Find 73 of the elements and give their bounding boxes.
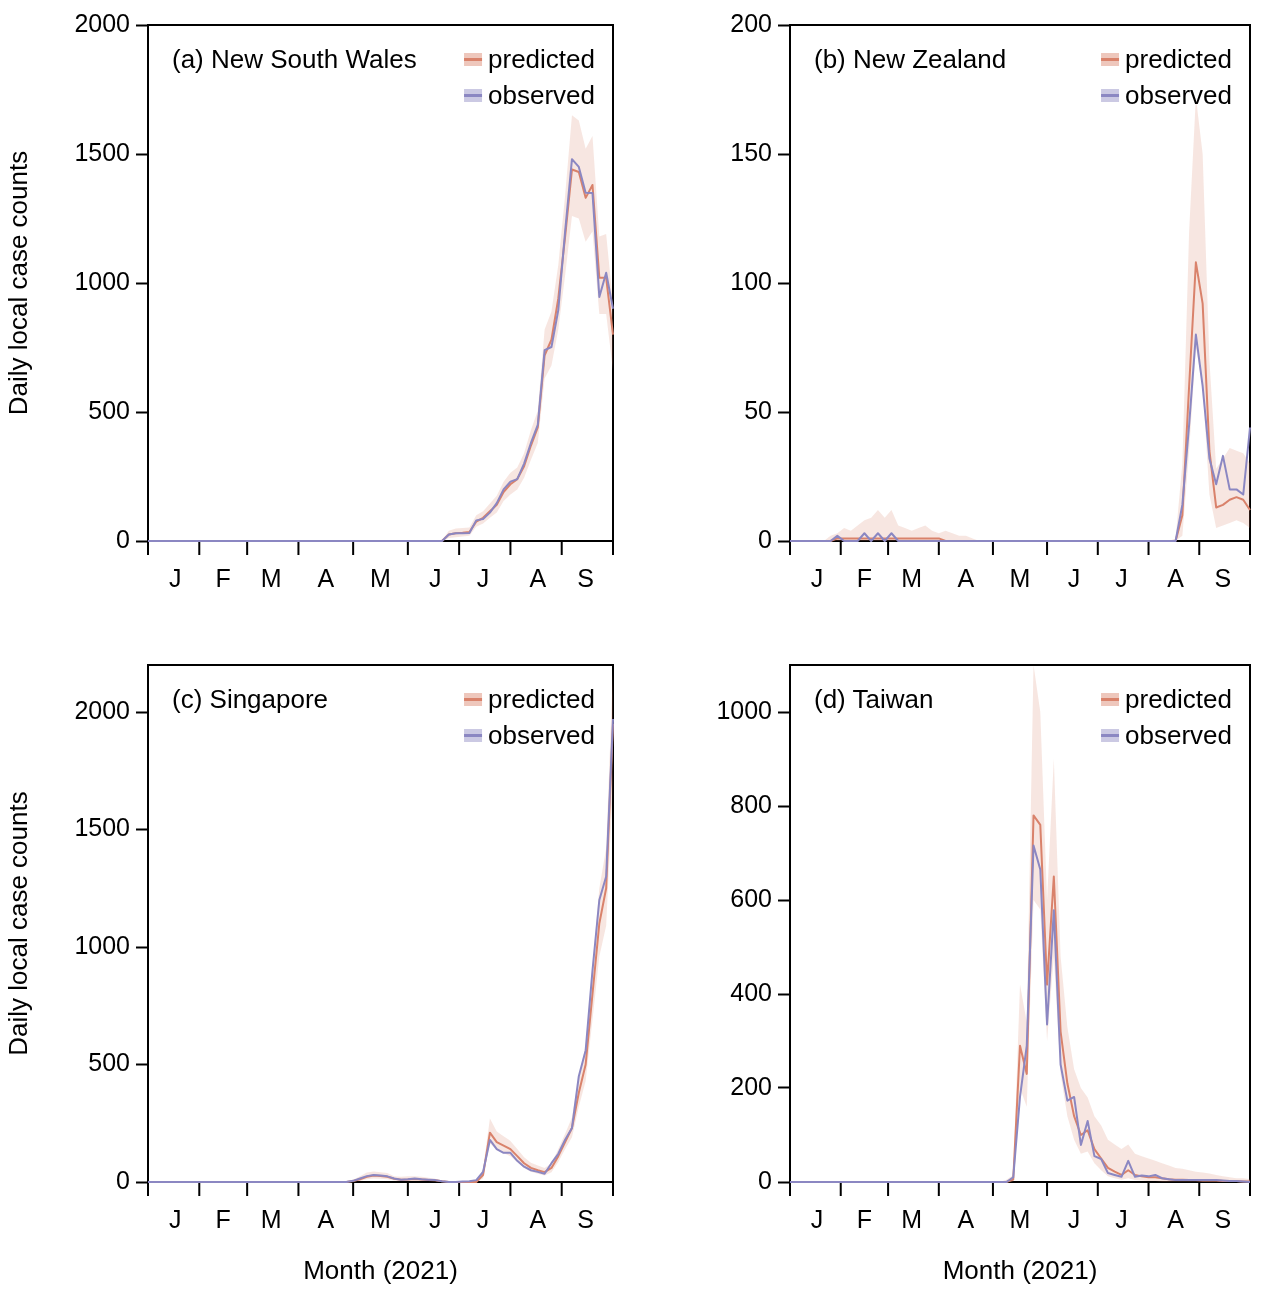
x-tick-label: F (856, 563, 873, 592)
y-tick-label: 100 (730, 266, 772, 295)
y-tick-label: 1000 (74, 930, 130, 959)
y-tick-label: 400 (730, 977, 772, 1006)
y-tick-label: 2000 (74, 8, 130, 37)
text: (c) Singapore (172, 684, 329, 715)
legend-label: predicted (488, 44, 596, 75)
x-tick-label: J (428, 1204, 442, 1233)
x-axis-title: Month (2021) (942, 1254, 1098, 1285)
y-tick-label: 1500 (74, 813, 130, 842)
x-tick-label: J (1067, 1204, 1081, 1233)
legend-label: predicted (1125, 44, 1233, 75)
x-tick-label: M (1009, 563, 1031, 592)
y-tick-label: 1500 (74, 137, 130, 166)
x-tick-label: S (577, 563, 594, 592)
y-tick-label: 600 (730, 883, 772, 912)
x-tick-label: J (1115, 563, 1128, 592)
legend-label: observed (1125, 80, 1233, 111)
x-tick-label: A (529, 1204, 547, 1233)
x-tick-label: M (260, 563, 282, 592)
y-tick-label: 2000 (74, 695, 130, 724)
x-tick-label: M (901, 563, 923, 592)
x-tick-label: J (1115, 1204, 1128, 1233)
legend-label: predicted (488, 684, 596, 715)
x-tick-label: F (215, 563, 231, 592)
text: (b) New Zealand (814, 44, 1007, 75)
y-tick-label: 200 (730, 1071, 772, 1100)
legend-label: predicted (1125, 684, 1233, 715)
x-tick-label: A (1167, 563, 1185, 592)
x-tick-label: A (317, 1204, 335, 1233)
x-tick-label: M (370, 563, 391, 592)
y-tick-label: 500 (88, 395, 130, 424)
text: (d) Taiwan (814, 684, 934, 715)
legend-label: observed (488, 720, 596, 751)
x-tick-label: A (957, 1204, 975, 1233)
y-tick-label: 0 (116, 524, 130, 553)
x-tick-label: M (901, 1204, 923, 1233)
x-tick-label: J (428, 563, 442, 592)
y-tick-label: 800 (730, 789, 772, 818)
y-tick-label: 0 (116, 1165, 130, 1194)
text: (a) New South Wales (172, 44, 417, 75)
y-tick-label: 500 (88, 1048, 130, 1077)
x-tick-label: F (856, 1204, 873, 1233)
x-tick-label: M (1009, 1204, 1031, 1233)
x-tick-label: J (1067, 563, 1081, 592)
y-tick-label: 150 (730, 137, 772, 166)
x-tick-label: S (577, 1204, 594, 1233)
y-tick-label: 1000 (74, 266, 130, 295)
x-tick-label: A (317, 563, 335, 592)
x-tick-label: S (1214, 1204, 1232, 1233)
x-tick-label: M (260, 1204, 282, 1233)
y-axis-title: Daily local case counts (2, 150, 33, 416)
x-tick-label: A (1167, 1204, 1185, 1233)
y-tick-label: 200 (730, 8, 772, 37)
x-tick-label: J (169, 1204, 182, 1233)
x-tick-label: F (215, 1204, 231, 1233)
y-tick-label: 1000 (716, 695, 772, 724)
y-tick-label: 50 (744, 395, 772, 424)
y-tick-label: 0 (758, 1165, 772, 1194)
y-axis-title: Daily local case counts (2, 791, 33, 1056)
x-tick-label: A (529, 563, 547, 592)
x-tick-label: J (169, 563, 182, 592)
x-tick-label: J (810, 1204, 824, 1233)
legend-label: observed (488, 80, 596, 111)
x-tick-label: J (476, 1204, 490, 1233)
x-axis-title: Month (2021) (303, 1254, 458, 1285)
x-tick-label: J (810, 563, 824, 592)
x-tick-label: S (1214, 563, 1232, 592)
legend-label: observed (1125, 720, 1233, 751)
x-tick-label: A (957, 563, 975, 592)
x-tick-label: J (476, 563, 490, 592)
y-tick-label: 0 (758, 524, 772, 553)
x-tick-label: M (370, 1204, 391, 1233)
